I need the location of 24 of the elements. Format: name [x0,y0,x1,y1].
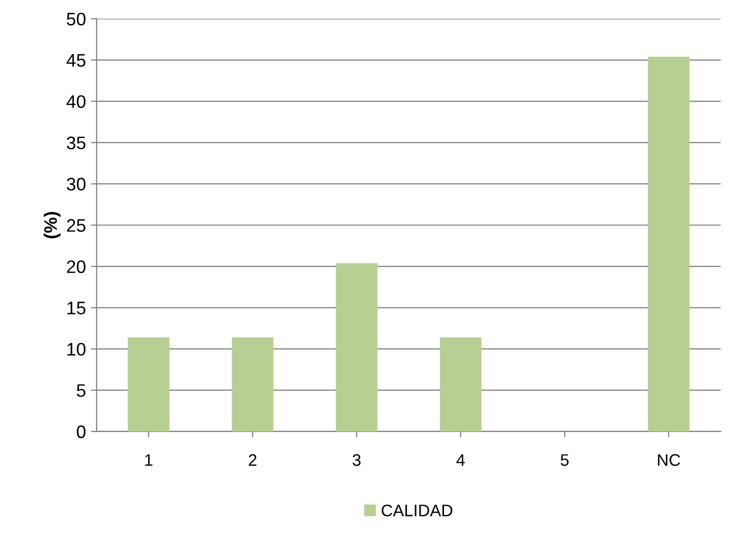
x-tick-label: 1 [145,454,152,466]
x-tick-label: NC [658,454,680,466]
y-tick-label: 35 [66,136,86,150]
x-tick-label: 4 [456,454,465,466]
x-tick-label: 2 [248,454,256,466]
x-tick-label: 5 [560,454,569,466]
bar [336,263,378,432]
legend-label: CALIDAD [382,504,452,516]
y-tick-label: 50 [66,12,86,26]
x-tick-label: 3 [352,454,361,466]
y-tick-label: 25 [67,219,86,232]
y-axis-title: (%) [44,212,61,238]
y-tick-label: 30 [66,178,86,191]
y-tick-label: 10 [67,342,86,356]
bar [440,337,482,432]
y-tick-label: 15 [67,302,86,314]
y-tick-label: 5 [76,384,86,397]
bar [648,56,690,432]
y-tick-label: 0 [76,425,86,438]
y-tick-label: 40 [66,95,86,108]
y-tick-label: 45 [66,54,86,67]
bar [128,337,170,432]
y-tick-label: 20 [67,260,86,274]
bar [232,337,274,432]
